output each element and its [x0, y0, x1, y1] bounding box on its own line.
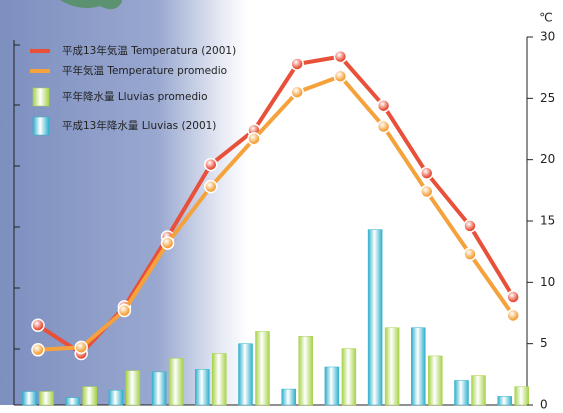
- bar: [454, 380, 469, 406]
- line: [37, 74, 515, 352]
- bar: [497, 396, 512, 406]
- bar: [281, 388, 296, 406]
- point: [247, 132, 261, 146]
- bar: [428, 355, 443, 406]
- point: [290, 57, 304, 71]
- point: [376, 98, 391, 113]
- bar: [168, 358, 184, 406]
- legend-label: 平年気温 Temperature promedio: [62, 64, 227, 77]
- point: [420, 166, 434, 180]
- bar: [471, 375, 486, 406]
- point: [204, 157, 218, 172]
- bar: [108, 390, 124, 406]
- legend-label: 平年降水量 Lluvias promedio: [62, 90, 208, 103]
- bar: [195, 369, 210, 406]
- bar: [255, 331, 270, 406]
- y-tick-label: 25: [540, 91, 555, 105]
- bar: [341, 348, 357, 406]
- y-tick-label: 15: [540, 214, 555, 228]
- bar: [65, 397, 80, 406]
- bar: [125, 370, 141, 406]
- y-tick-label: 30: [540, 30, 555, 44]
- point: [463, 247, 477, 261]
- bar: [82, 386, 97, 406]
- legend-swatch: [32, 116, 50, 136]
- point: [117, 303, 132, 318]
- point: [333, 69, 348, 84]
- point: [420, 184, 434, 199]
- bar: [298, 336, 313, 406]
- bar: [367, 229, 383, 406]
- point: [290, 85, 304, 99]
- point: [506, 308, 520, 323]
- bar: [22, 391, 37, 406]
- bar: [39, 391, 54, 406]
- y-tick-label: 5: [540, 336, 548, 350]
- bar: [151, 371, 167, 406]
- y-unit: ℃: [539, 11, 552, 25]
- bar: [384, 327, 400, 406]
- y-tick-label: 0: [540, 398, 548, 412]
- point: [160, 236, 175, 250]
- bar: [514, 386, 529, 406]
- point: [31, 318, 45, 333]
- map-fragment: [60, 0, 122, 10]
- legend-label: 平成13年気温 Temperatura (2001): [62, 44, 236, 57]
- point: [506, 290, 520, 304]
- legend: 平成13年気温 Temperatura (2001) 平年気温 Temperatu…: [30, 44, 236, 136]
- plot: [22, 49, 529, 406]
- point: [204, 179, 218, 194]
- point: [376, 119, 391, 134]
- bar: [238, 343, 253, 406]
- y-tick-label: 10: [540, 275, 555, 289]
- y-tick-label: 20: [540, 152, 555, 166]
- bar: [411, 327, 426, 406]
- point: [333, 49, 348, 64]
- point: [74, 340, 88, 355]
- legend-label: 平成13年降水量 Lluvias (2001): [62, 119, 216, 132]
- bar: [212, 353, 227, 406]
- legend-swatch: [32, 87, 50, 107]
- point: [463, 219, 477, 233]
- bar: [324, 366, 340, 406]
- point: [31, 343, 45, 357]
